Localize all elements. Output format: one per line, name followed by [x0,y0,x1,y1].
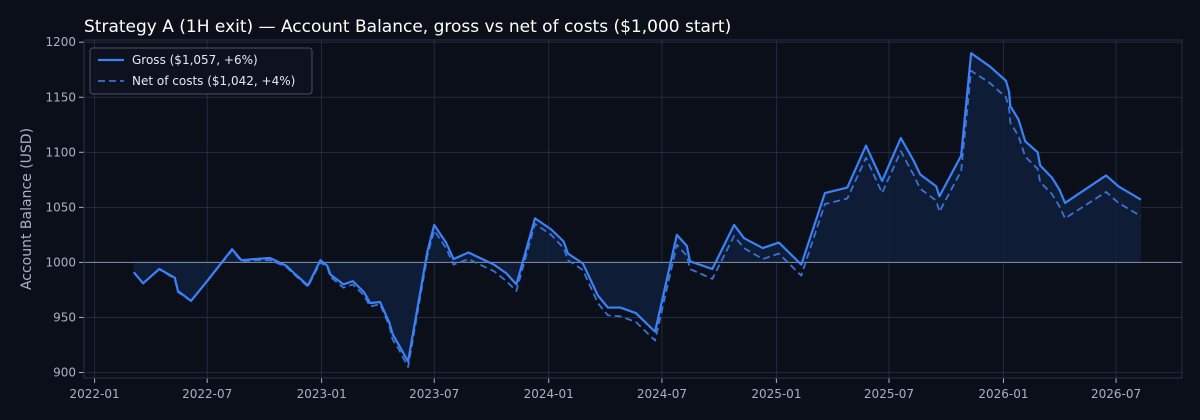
y-tick-label: 1100 [45,145,76,159]
grid-lines [84,40,1182,378]
x-tick-label: 2022-01 [70,387,120,401]
x-tick-label: 2025-07 [864,387,914,401]
y-tick-label: 1050 [45,200,76,214]
series-line-gross [132,52,1142,363]
baseline-fill [133,53,1141,362]
legend-box [89,47,313,95]
gross-fill-area [133,53,1141,362]
x-tick-label: 2024-01 [524,387,574,401]
x-tick-label: 2024-07 [637,387,687,401]
x-tick-label: 2022-07 [182,387,232,401]
x-tick-label: 2026-01 [978,387,1028,401]
y-tick-label: 1150 [45,90,76,104]
legend-label-net: Net of costs ($1,042, +4%) [132,74,295,88]
x-tick-label: 2025-01 [751,387,801,401]
legend-label-gross: Gross ($1,057, +6%) [132,53,258,67]
x-tick-label: 2023-07 [409,387,459,401]
y-tick-label: 950 [53,310,76,324]
legend: Gross ($1,057, +6%) Net of costs ($1,042,… [89,47,313,95]
chart-title: Strategy A (1H exit) — Account Balance, … [84,17,731,37]
y-tick-label: 1200 [45,35,76,49]
x-tick-label: 2026-07 [1091,387,1141,401]
y-tick-label: 1000 [45,255,76,269]
y-tick-label: 900 [53,365,76,379]
plot-frame [83,39,1183,379]
x-tick-label: 2023-01 [297,387,347,401]
axes: 900 950 1000 1050 1100 1150 1200 2022-01 2022-07… [45,35,1183,401]
series-lines [132,52,1142,368]
y-axis-label: Account Balance (USD) [19,128,35,290]
